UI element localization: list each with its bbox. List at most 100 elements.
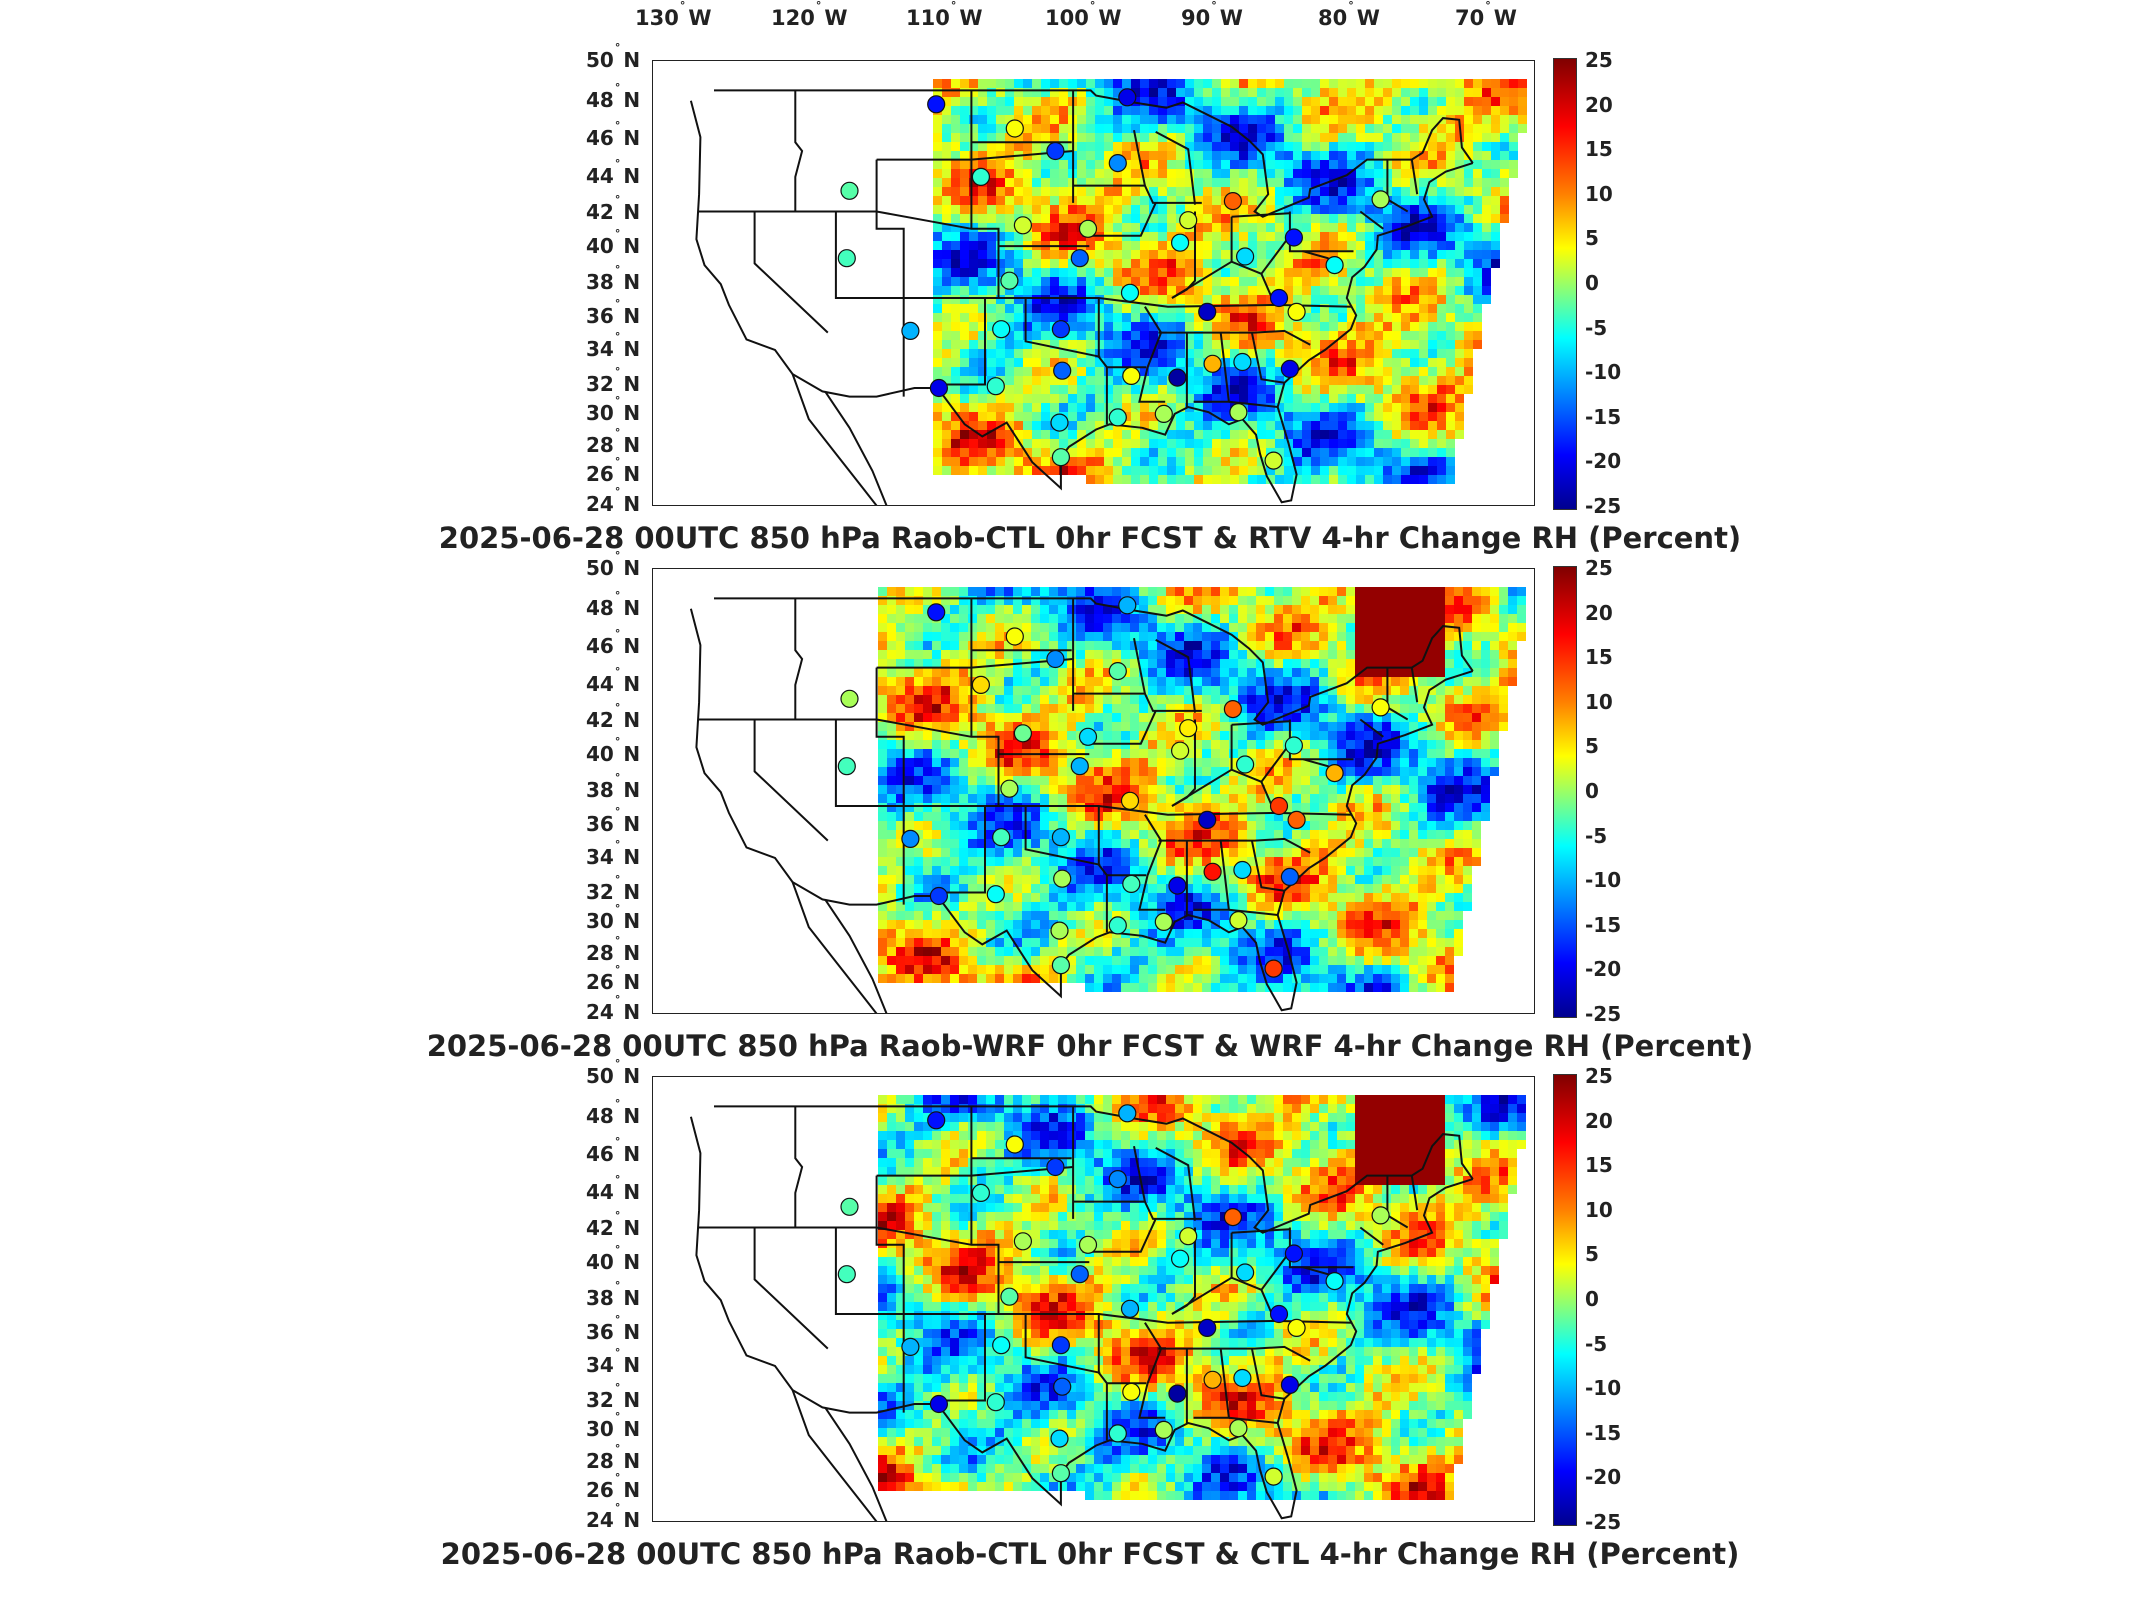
longitude-label: 70°W xyxy=(1455,0,1517,30)
latitude-label: 42°N xyxy=(586,193,641,224)
station-marker xyxy=(971,1183,990,1203)
latitude-label: 46°N xyxy=(586,119,641,150)
station-marker xyxy=(1203,1370,1222,1389)
station-marker xyxy=(1053,869,1072,888)
station-marker xyxy=(1070,1265,1089,1284)
station-marker xyxy=(1325,256,1344,275)
station-marker xyxy=(986,885,1005,904)
latitude-label: 44°N xyxy=(586,665,641,696)
colorbar-tick-label: -25 xyxy=(1585,494,1622,518)
colorbar-tick-label: 15 xyxy=(1585,137,1613,162)
station-marker xyxy=(1371,1206,1390,1225)
rh-change-map xyxy=(689,1095,1526,1521)
station-marker xyxy=(1269,1304,1289,1324)
latitude-label: 28°N xyxy=(586,426,641,457)
latitude-label: 48°N xyxy=(586,81,641,112)
colorbar-tick-label: -10 xyxy=(1585,868,1622,893)
station-marker xyxy=(929,886,948,906)
latitude-label: 36°N xyxy=(586,805,641,836)
latitude-label: 24°N xyxy=(586,485,641,516)
station-marker xyxy=(840,689,859,708)
latitude-label: 42°N xyxy=(586,701,641,732)
station-marker xyxy=(1280,867,1300,886)
station-marker xyxy=(1325,764,1344,783)
state-and-coast-outlines xyxy=(689,1105,1474,1521)
station-marker xyxy=(1050,413,1069,432)
station-marker xyxy=(1198,1318,1217,1337)
station-marker xyxy=(837,249,856,268)
colorbar-tick-label: -10 xyxy=(1585,1376,1622,1401)
station-marker xyxy=(1198,810,1217,829)
station-marker xyxy=(1284,736,1304,755)
station-marker xyxy=(1223,700,1243,719)
station-marker xyxy=(1168,876,1187,895)
station-marker xyxy=(1264,1467,1283,1486)
station-marker xyxy=(1235,755,1255,774)
station-marker xyxy=(1229,911,1248,930)
station-marker xyxy=(1371,190,1390,209)
colorbar xyxy=(1553,566,1577,1018)
station-marker xyxy=(1013,216,1032,235)
station-marker xyxy=(1122,1382,1141,1401)
station-marker xyxy=(1046,141,1065,161)
station-marker xyxy=(1168,1384,1187,1403)
station-marker xyxy=(1198,302,1217,321)
station-marker xyxy=(1233,352,1252,372)
longitude-label: 100°W xyxy=(1045,0,1122,30)
station-marker xyxy=(986,377,1005,396)
latitude-label: 50°N xyxy=(586,1057,641,1088)
colorbar-tick-label: 20 xyxy=(1585,600,1613,625)
station-marker xyxy=(1108,408,1127,427)
latitude-label: 50°N xyxy=(586,549,641,580)
station-marker xyxy=(1229,1419,1248,1438)
colorbar-tick-label: 15 xyxy=(1585,1153,1613,1178)
station-marker xyxy=(1287,302,1306,321)
colorbar-tick-label: 0 xyxy=(1585,1287,1599,1311)
station-marker xyxy=(1070,757,1089,776)
latitude-label: 34°N xyxy=(586,1346,641,1377)
longitude-label: 90°W xyxy=(1181,0,1243,30)
station-marker xyxy=(971,167,990,187)
station-marker xyxy=(1235,247,1255,266)
station-marker xyxy=(1005,627,1024,646)
colorbar-tick-label: 5 xyxy=(1585,1242,1599,1267)
latitude-label: 30°N xyxy=(586,394,641,425)
station-marker xyxy=(901,829,920,848)
station-marker xyxy=(1118,1104,1137,1123)
station-marker xyxy=(1005,1135,1024,1154)
longitude-label: 130°W xyxy=(635,0,712,30)
station-marker xyxy=(1108,1169,1127,1189)
station-marker xyxy=(901,1337,920,1356)
latitude-label: 36°N xyxy=(586,1313,641,1344)
station-marker xyxy=(1053,361,1072,380)
latitude-label: 38°N xyxy=(586,771,641,802)
station-marker xyxy=(1284,228,1304,247)
station-marker xyxy=(1223,192,1243,211)
longitude-label: 110°W xyxy=(906,0,983,30)
station-marker xyxy=(927,1111,946,1130)
station-marker xyxy=(1235,1263,1255,1282)
station-marker xyxy=(1118,596,1137,615)
station-marker xyxy=(1122,366,1141,385)
colorbar-tick-label: 10 xyxy=(1585,689,1613,714)
station-marker xyxy=(1070,249,1089,268)
station-marker xyxy=(1051,956,1070,975)
latitude-label: 48°N xyxy=(586,589,641,620)
latitude-label: 46°N xyxy=(586,1135,641,1166)
station-marker xyxy=(840,181,859,200)
latitude-label: 26°N xyxy=(586,1471,641,1502)
state-and-coast-outlines xyxy=(689,89,1474,505)
station-marker xyxy=(1280,1375,1300,1394)
station-marker xyxy=(1223,1208,1243,1227)
station-marker xyxy=(986,1393,1005,1412)
latitude-label: 28°N xyxy=(586,1442,641,1473)
colorbar-tick-label: 10 xyxy=(1585,181,1613,206)
station-marker xyxy=(1013,724,1032,743)
station-marker xyxy=(1120,283,1140,302)
colorbar-tick-label: -20 xyxy=(1585,957,1622,982)
colorbar-tick-label: 5 xyxy=(1585,734,1599,759)
station-marker xyxy=(1179,1227,1198,1246)
latitude-label: 32°N xyxy=(586,365,641,396)
station-marker xyxy=(1168,368,1187,387)
latitude-label: 24°N xyxy=(586,993,641,1024)
